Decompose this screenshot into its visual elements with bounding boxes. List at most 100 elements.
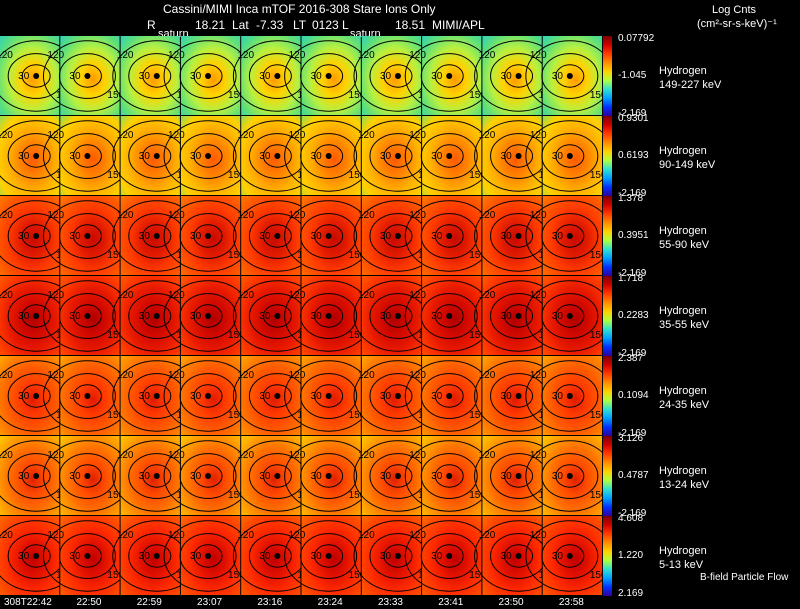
x-tick-label: 22:50 (76, 597, 102, 608)
contour-line (21, 144, 51, 168)
contour-label: 150 (107, 570, 124, 581)
contour-label: 30 (380, 471, 392, 482)
species-label: Hydrogen (659, 465, 707, 477)
contour-label: 30 (259, 231, 271, 242)
saturn-marker (325, 473, 332, 479)
saturn-marker (84, 73, 91, 79)
contour-line (504, 464, 534, 488)
heatmap-cell (482, 196, 542, 275)
colorbar-tick: 0.6193 (618, 150, 649, 161)
contour-label: 30 (380, 551, 392, 562)
contour-line (420, 453, 478, 499)
contour-line (262, 304, 292, 328)
heatmap-cell (482, 276, 542, 355)
contour-label: 30 (311, 391, 323, 402)
contour-line (314, 384, 344, 408)
heatmap-cell (361, 116, 422, 195)
contour-line (142, 224, 172, 248)
contour-label: 120 (409, 50, 426, 61)
saturn-marker (84, 553, 91, 559)
contour-label: 150 (228, 410, 245, 421)
heatmap-cell (0, 36, 60, 115)
contour-label: 120 (237, 530, 254, 541)
contour-label: 120 (0, 130, 13, 141)
contour-label: 120 (168, 450, 185, 461)
contour-label: 150 (349, 490, 366, 501)
contour-label: 30 (139, 471, 151, 482)
contour-label: 30 (139, 231, 151, 242)
saturn-marker (153, 153, 160, 159)
x-tick-label: 23:24 (317, 597, 343, 608)
heatmap-cell (241, 356, 301, 435)
saturn-marker (446, 73, 453, 79)
contour-label: 120 (47, 530, 64, 541)
saturn-marker (446, 393, 453, 399)
heatmap-cell (120, 36, 180, 115)
saturn-marker (84, 153, 91, 159)
contour-label: 150 (349, 570, 366, 581)
contour-label: 120 (168, 130, 185, 141)
contour-label: 120 (168, 530, 185, 541)
r-value: 18.21 (195, 18, 226, 32)
saturn-marker (515, 553, 522, 559)
heatmap-grid: 30 120 150 30 120 150 30 120 150 30 120 150 30 120 150… (0, 36, 603, 595)
saturn-marker (205, 233, 212, 239)
contour-line (541, 53, 599, 99)
contour-label: 120 (117, 450, 134, 461)
contour-line (179, 373, 237, 419)
contour-label: 150 (107, 90, 124, 101)
contour-label: 150 (469, 490, 486, 501)
r-label: R (147, 18, 156, 32)
contour-label: 120 (358, 370, 375, 381)
contour-label: 30 (18, 551, 30, 562)
colorbar-title: Log Cnts (712, 4, 757, 16)
saturn-marker (325, 553, 332, 559)
heatmap-cell (241, 276, 301, 355)
contour-line (420, 213, 478, 259)
saturn-marker (33, 393, 40, 399)
contour-line (541, 453, 599, 499)
saturn-marker (325, 233, 332, 239)
colorbar-tick: -2.169 (618, 428, 647, 439)
saturn-marker (205, 393, 212, 399)
colorbar-tick: 3.126 (618, 433, 644, 444)
contour-label: 30 (69, 151, 81, 162)
contour-label: 150 (469, 250, 486, 261)
contour-label: 30 (69, 471, 81, 482)
saturn-marker (515, 73, 522, 79)
species-label: Hydrogen (659, 145, 707, 157)
contour-label: 30 (311, 151, 323, 162)
saturn-marker (515, 153, 522, 159)
contour-line (555, 144, 585, 168)
colorbar (603, 356, 612, 436)
saturn-marker (394, 393, 401, 399)
contour-label: 150 (469, 330, 486, 341)
contour-line (383, 224, 413, 248)
saturn-marker (33, 313, 40, 319)
contour-label: 30 (69, 551, 81, 562)
saturn-marker (566, 153, 573, 159)
x-tick-label: 23:41 (438, 597, 464, 608)
colorbar-tick: -2.169 (618, 348, 647, 359)
heatmap-cell (482, 36, 542, 115)
contour-label: 30 (311, 471, 323, 482)
contour-label: 120 (289, 50, 306, 61)
contour-label: 30 (18, 151, 30, 162)
contour-label: 120 (409, 210, 426, 221)
contour-line (300, 293, 358, 339)
contour-label: 30 (501, 151, 513, 162)
contour-label: 150 (590, 250, 603, 261)
contour-line (314, 304, 344, 328)
contour-label: 120 (289, 370, 306, 381)
heatmap-cell (120, 196, 180, 275)
contour-label: 150 (228, 330, 245, 341)
contour-label: 30 (431, 391, 443, 402)
saturn-marker (84, 233, 91, 239)
contour-label: 120 (168, 50, 185, 61)
contour-line (383, 464, 413, 488)
contour-line (142, 384, 172, 408)
saturn-marker (515, 473, 522, 479)
contour-line (434, 384, 464, 408)
heatmap-cell (241, 116, 301, 195)
contour-line (21, 64, 51, 88)
